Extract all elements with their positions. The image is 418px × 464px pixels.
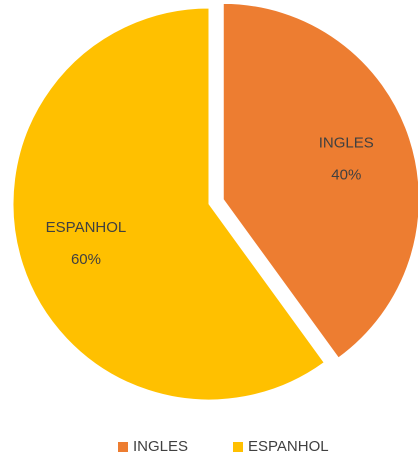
slice-value-label: 60% — [71, 251, 101, 268]
legend-swatch — [118, 442, 128, 452]
pie-slice — [12, 7, 325, 401]
slice-category-label: ESPANHOL — [46, 219, 127, 236]
legend-label: ESPANHOL — [248, 438, 329, 455]
legend-label: INGLES — [133, 438, 188, 455]
slice-value-label: 40% — [331, 166, 361, 183]
pie-slice — [222, 2, 418, 359]
legend-swatch — [233, 442, 243, 452]
slice-category-label: INGLES — [319, 134, 374, 151]
